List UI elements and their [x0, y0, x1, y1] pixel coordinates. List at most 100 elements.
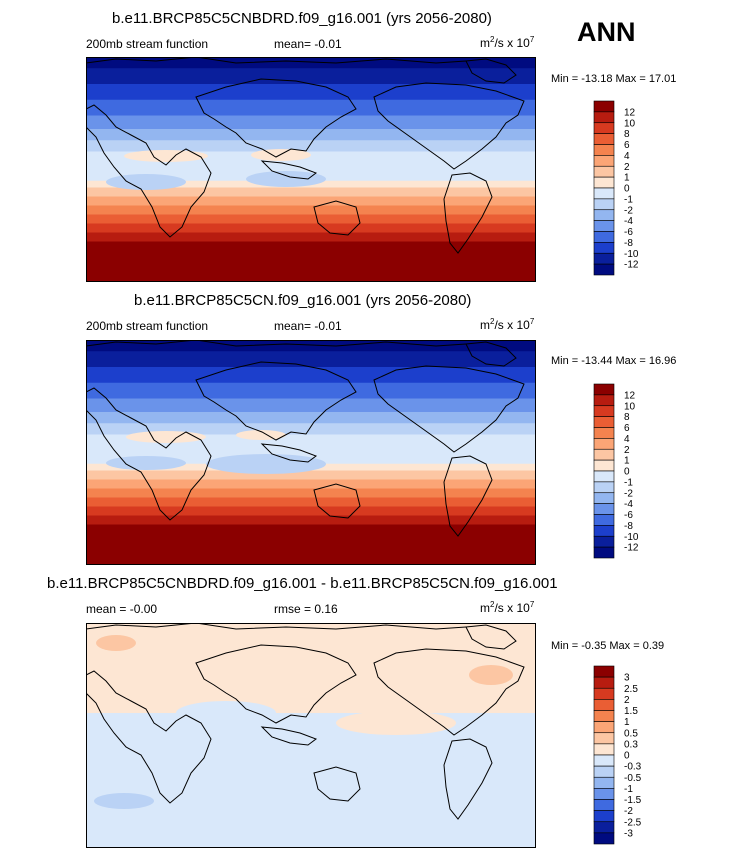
- colorbar-tick-label: 8: [624, 129, 630, 140]
- panel3-colorbar: 32.521.510.50.30-0.3-0.5-1-1.5-2-2.5-3: [593, 665, 642, 845]
- coastline: [465, 341, 517, 367]
- colorbar-box: [593, 776, 615, 789]
- colorbar-box: [593, 470, 615, 483]
- colorbar-box: [593, 788, 615, 800]
- field-anomaly: [126, 431, 206, 443]
- colorbar-tick-label: 10: [624, 118, 636, 129]
- colorbar-box: [593, 743, 615, 756]
- coastline: [373, 365, 525, 453]
- colorbar-tick-label: -1: [624, 477, 633, 488]
- panel3-minmax: Min = -0.35 Max = 0.39: [551, 640, 665, 652]
- field-band: [86, 214, 536, 224]
- field-band: [86, 187, 536, 197]
- colorbar-tick-label: 2: [624, 445, 630, 456]
- colorbar-tick-label: -4: [624, 499, 633, 510]
- colorbar-tick-label: 8: [624, 412, 630, 423]
- colorbar-tick-label: -2.5: [624, 817, 642, 828]
- panel1-title: b.e11.BRCP85C5CNBDRD.f09_g16.001 (yrs 20…: [112, 10, 492, 27]
- field-band: [86, 340, 536, 352]
- field-band: [86, 701, 536, 714]
- colorbar-tick-label: 12: [624, 107, 636, 118]
- panel2-units: m2/s x 107: [480, 317, 535, 333]
- colorbar-tick-label: 4: [624, 151, 630, 162]
- map-frame: [86, 340, 536, 565]
- panel3-map: [86, 623, 536, 848]
- coastline: [313, 766, 361, 802]
- coastline: [86, 340, 467, 347]
- field-band: [86, 497, 536, 507]
- field-anomaly: [106, 456, 186, 470]
- colorbar-tick-label: -2: [624, 488, 633, 499]
- field-band: [86, 99, 536, 116]
- colorbar-box: [593, 810, 615, 823]
- field-anomaly: [106, 174, 186, 190]
- colorbar-box: [593, 252, 615, 265]
- colorbar-box: [593, 492, 615, 504]
- coastline: [260, 726, 318, 746]
- colorbar-box: [593, 263, 615, 276]
- colorbar-box: [593, 220, 615, 232]
- colorbar-box: [593, 676, 615, 689]
- field-band: [86, 84, 536, 101]
- colorbar-tick-label: 2: [624, 695, 630, 706]
- field-band: [86, 412, 536, 424]
- panel2-minmax: Min = -13.44 Max = 16.96: [551, 355, 677, 367]
- colorbar-box: [593, 155, 615, 167]
- colorbar-tick-label: 1: [624, 717, 630, 728]
- colorbar-tick-label: 0: [624, 751, 630, 762]
- colorbar-tick-label: -6: [624, 227, 633, 238]
- colorbar-tick-label: 0: [624, 184, 630, 195]
- colorbar-tick-label: -3: [624, 828, 633, 839]
- coastline: [195, 78, 357, 158]
- coastline: [195, 361, 357, 441]
- colorbar-box: [593, 144, 615, 156]
- colorbar-box: [593, 176, 615, 189]
- field-band: [86, 506, 536, 516]
- colorbar-tick-label: -12: [624, 543, 639, 554]
- colorbar-tick-label: -1: [624, 784, 633, 795]
- field-band: [86, 713, 536, 842]
- panel2-mean: mean= -0.01: [274, 319, 342, 333]
- coastline: [86, 623, 467, 630]
- colorbar-box: [593, 503, 615, 515]
- colorbar-tick-label: -12: [624, 260, 639, 271]
- colorbar-tick-label: 12: [624, 390, 636, 401]
- colorbar-tick-label: 2: [624, 162, 630, 173]
- colorbar-tick-label: 1: [624, 456, 630, 467]
- panel2-title: b.e11.BRCP85C5CN.f09_g16.001 (yrs 2056-2…: [134, 292, 472, 309]
- colorbar-box: [593, 665, 615, 678]
- colorbar-box: [593, 448, 615, 461]
- field-band: [86, 223, 536, 233]
- field-band: [86, 129, 536, 141]
- coastline: [260, 443, 318, 463]
- colorbar-tick-label: 6: [624, 140, 630, 151]
- field-band: [86, 398, 536, 413]
- colorbar-box: [593, 821, 615, 834]
- colorbar-box: [593, 242, 615, 254]
- colorbar-box: [593, 100, 615, 113]
- coastline: [313, 200, 361, 236]
- field-band: [86, 367, 536, 384]
- coastline: [313, 483, 361, 519]
- colorbar-box: [593, 133, 615, 145]
- colorbar-box: [593, 754, 615, 767]
- field-band: [86, 196, 536, 206]
- field-band: [86, 205, 536, 215]
- colorbar-tick-label: 4: [624, 434, 630, 445]
- colorbar-box: [593, 383, 615, 396]
- field-anomaly: [94, 793, 154, 809]
- field-anomaly: [124, 150, 208, 162]
- panel2-variable-label: 200mb stream function: [86, 319, 209, 333]
- field-band: [86, 57, 536, 69]
- coastline: [195, 644, 357, 724]
- colorbar-tick-label: -6: [624, 510, 633, 521]
- colorbar-tick-label: -10: [624, 532, 639, 543]
- colorbar-box: [593, 481, 615, 494]
- field-anomaly: [206, 454, 326, 474]
- field-anomaly: [246, 171, 326, 187]
- colorbar-tick-label: 3: [624, 673, 630, 684]
- colorbar-tick-label: -8: [624, 521, 633, 532]
- coastline: [373, 82, 525, 170]
- colorbar-box: [593, 427, 615, 439]
- field-anomaly: [96, 635, 136, 651]
